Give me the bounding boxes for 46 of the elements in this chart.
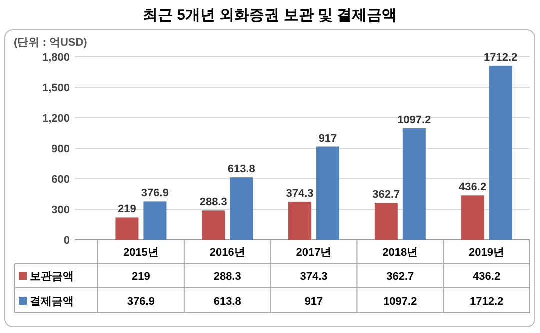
value-label: 613.8: [228, 164, 256, 176]
table-cell: 436.2: [473, 271, 501, 283]
y-tick-label: 0: [64, 235, 70, 247]
x-tick-label: 2019년: [469, 247, 505, 259]
value-label: 288.3: [200, 196, 228, 209]
bar: [288, 202, 312, 240]
table-cell: 376.9: [127, 296, 155, 308]
table-cell: 1712.2: [470, 296, 504, 308]
value-label: 374.3: [286, 188, 314, 200]
y-tick-label: 300: [52, 204, 70, 216]
x-tick-label: 2015년: [123, 247, 159, 259]
table-cell: 917: [304, 296, 324, 308]
table-cell: 1097.2: [384, 296, 418, 308]
legend-label: 결제금액: [30, 296, 74, 308]
value-label: 376.9: [141, 188, 169, 200]
bar: [230, 178, 254, 240]
bar: [461, 196, 484, 240]
table-cell: 219: [132, 271, 150, 283]
y-tick-label: 900: [52, 144, 70, 156]
value-label: 436.2: [459, 182, 487, 194]
bar: [116, 218, 139, 240]
value-label: 219: [118, 204, 136, 216]
y-tick-label: 1,800: [42, 52, 70, 64]
table-cell: 362.7: [386, 271, 414, 283]
table-cell: 288.3: [214, 271, 242, 283]
bar: [374, 203, 398, 240]
chart-title: 최근 5개년 외화증권 보관 및 결제금액: [142, 7, 398, 24]
y-tick-label: 600: [52, 174, 70, 186]
value-label: 1097.2: [398, 114, 432, 126]
value-label: 362.7: [372, 189, 400, 202]
bar: [316, 146, 340, 240]
x-tick-label: 2017년: [296, 247, 332, 259]
y-tick-label: 1,500: [42, 82, 70, 94]
table-cell: 613.8: [214, 296, 242, 308]
x-tick-label: 2016년: [210, 247, 246, 259]
y-axis-title: (단위 : 억USD): [14, 37, 88, 49]
y-tick-label: 1,200: [42, 113, 70, 125]
legend-label: 보관금액: [30, 271, 74, 283]
x-tick-label: 2018년: [382, 247, 418, 259]
table-cell: 374.3: [300, 271, 328, 283]
bar: [402, 128, 426, 240]
bar: [144, 202, 167, 240]
value-label: 917: [318, 132, 338, 145]
bar: [202, 210, 226, 240]
value-label: 1712.2: [484, 52, 518, 64]
bar: [489, 66, 512, 240]
